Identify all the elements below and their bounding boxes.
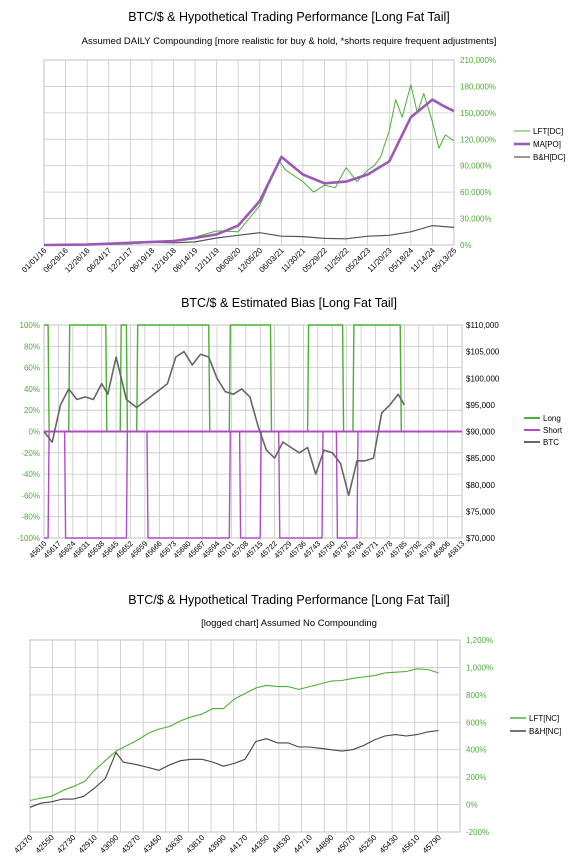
x-tick-label: 44170 [227, 833, 249, 855]
chart-1-subtitle: Assumed DAILY Compounding [more realisti… [81, 36, 497, 47]
x-tick-label: 44350 [249, 833, 271, 855]
y-tick-label: 210,000% [460, 56, 496, 65]
y-tick-label: $105,000 [466, 348, 500, 357]
y-tick-label: $85,000 [466, 454, 495, 463]
y-tick-label: 600% [466, 718, 486, 727]
x-tick-label: 44530 [270, 833, 292, 855]
y-tick-label: 180,000% [460, 82, 496, 91]
y-tick-label: 150,000% [460, 109, 496, 118]
chart-1-title: BTC/$ & Hypothetical Trading Performance… [128, 10, 450, 24]
x-tick-label: 42550 [34, 833, 56, 855]
y-tick-label: 40% [24, 385, 40, 394]
y-tick-label: 1,000% [466, 663, 493, 672]
chart-panel-2: BTC/$ & Estimated Bias [Long Fat Tail] -… [0, 290, 578, 590]
series-line [43, 350, 405, 497]
y-tick-label: 30,000% [460, 215, 492, 224]
x-tick-label: 43270 [120, 833, 142, 855]
y-tick-label: -40% [21, 470, 40, 479]
y-tick-label: 400% [466, 746, 486, 755]
y-tick-label: -100% [17, 534, 40, 543]
x-tick-label: 45250 [356, 833, 378, 855]
series-line [44, 430, 462, 539]
y-tick-label: 200% [466, 773, 486, 782]
y-tick-label: -20% [21, 449, 40, 458]
y-tick-label: 0% [28, 428, 40, 437]
legend-label: MA[PO] [533, 140, 561, 149]
chart-3-plot: -200% 0% 200% 400% 600% 800% 1,000% 1,200% 42370… [12, 636, 561, 855]
y-tick-label: 1,200% [466, 636, 493, 645]
x-tick-label: 42910 [77, 833, 99, 855]
y-tick-label: $80,000 [466, 481, 495, 490]
y-tick-label: -60% [21, 491, 40, 500]
y-tick-label: $90,000 [466, 428, 495, 437]
x-tick-label: 45790 [421, 833, 443, 855]
chart-3-subtitle: [logged chart] Assumed No Compounding [201, 618, 377, 629]
series-line [29, 729, 439, 808]
y-tick-label: 800% [466, 691, 486, 700]
chart-2-title: BTC/$ & Estimated Bias [Long Fat Tail] [181, 296, 397, 310]
y-tick-label: $95,000 [466, 401, 495, 410]
x-tick-label: 44890 [313, 833, 335, 855]
x-tick-label: 44710 [292, 833, 314, 855]
legend-label: BTC [543, 438, 559, 447]
chart-2-plot: -100% -80% -60% -40% -20% 0% 20% 40% 60% 80% 100% $… [17, 321, 563, 560]
chart-panel-1: BTC/$ & Hypothetical Trading Performance… [0, 0, 578, 290]
chart-1-plot: 0% 30,000% 60,000% 90,000% 120,000% 150,000% 1… [20, 56, 565, 274]
x-tick-label: 42370 [12, 833, 34, 855]
legend-label: LFT[NC] [529, 714, 559, 723]
legend-label: B&H[NC] [529, 727, 561, 736]
legend-label: LFT[DC] [533, 127, 563, 136]
y-tick-label: $75,000 [466, 507, 495, 516]
y-tick-label: 20% [24, 406, 40, 415]
y-tick-label: 100% [20, 321, 40, 330]
x-tick-label: 43630 [163, 833, 185, 855]
y-tick-label: $100,000 [466, 374, 500, 383]
x-tick-label: 45070 [335, 833, 357, 855]
series-line [43, 98, 455, 247]
legend-label: B&H[DC] [533, 153, 565, 162]
chart-3-title: BTC/$ & Hypothetical Trading Performance… [128, 593, 450, 607]
x-tick-label: 43090 [98, 833, 120, 855]
y-tick-label: 0% [460, 241, 472, 250]
legend-label: Long [543, 414, 561, 423]
x-tick-label: 43990 [206, 833, 228, 855]
y-tick-label: 90,000% [460, 162, 492, 171]
x-tick-label: 42730 [55, 833, 77, 855]
y-tick-label: -200% [466, 828, 489, 837]
y-tick-label: 80% [24, 342, 40, 351]
x-tick-label: 43810 [184, 833, 206, 855]
x-tick-label: 45610 [399, 833, 421, 855]
x-tick-label: 45430 [378, 833, 400, 855]
y-tick-label: -80% [21, 513, 40, 522]
chart-panel-3: BTC/$ & Hypothetical Trading Performance… [0, 590, 578, 868]
x-tick-label: 43450 [141, 833, 163, 855]
y-tick-label: 0% [466, 801, 478, 810]
y-tick-label: 120,000% [460, 135, 496, 144]
y-tick-label: $110,000 [466, 321, 499, 330]
y-tick-label: 60% [24, 364, 40, 373]
legend-label: Short [543, 426, 563, 435]
plot-area [29, 639, 461, 833]
y-tick-label: $70,000 [466, 534, 495, 543]
series-line [29, 668, 439, 802]
y-tick-label: 60,000% [460, 188, 492, 197]
